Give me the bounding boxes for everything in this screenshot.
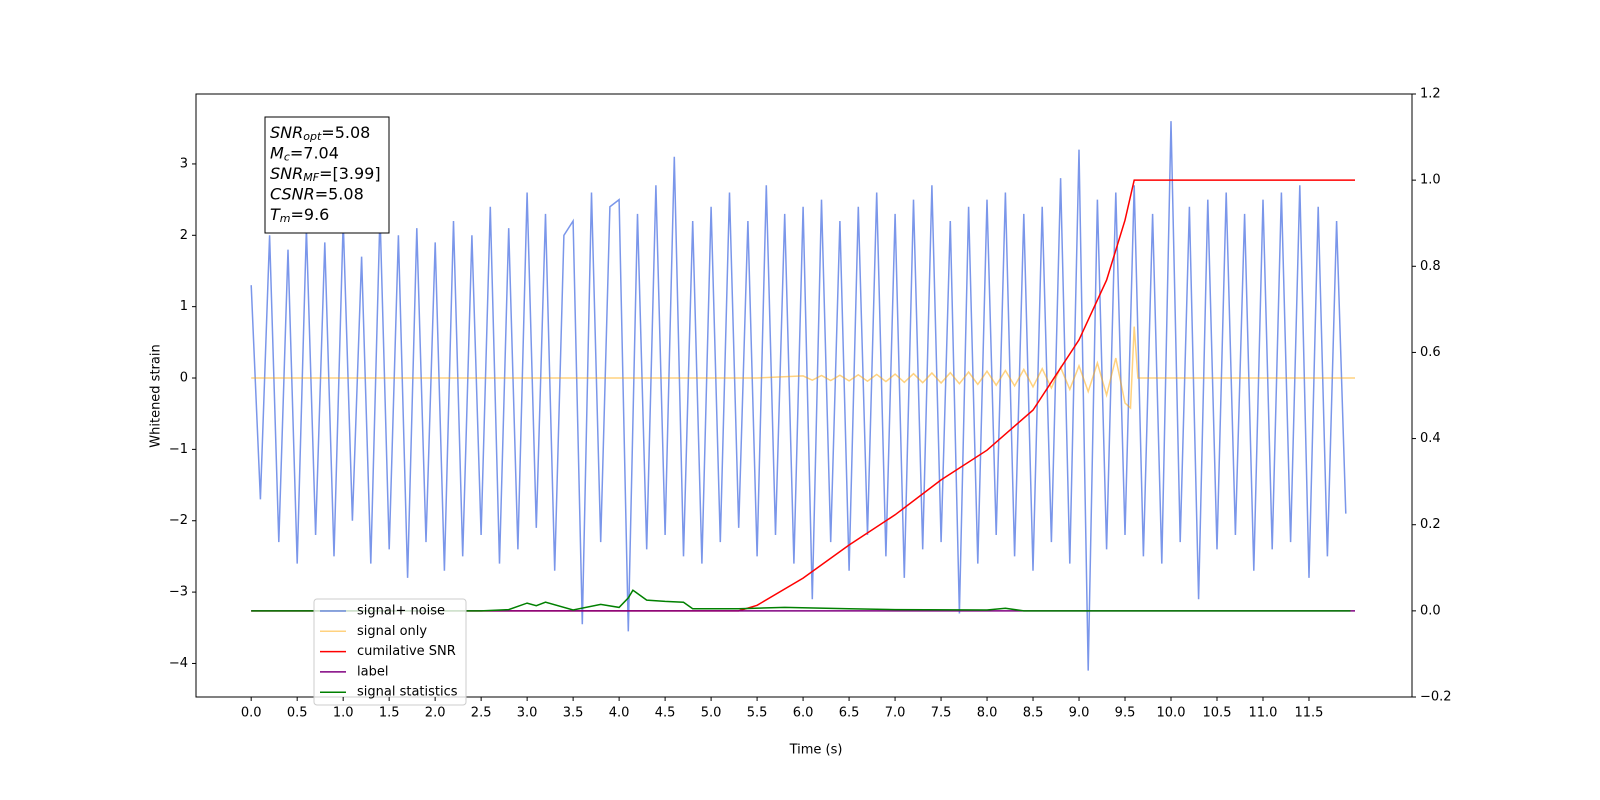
x-tick-label: 4.5 <box>655 706 676 721</box>
annotation-line: CSNR=5.08 <box>270 184 364 203</box>
x-tick-label: 0.0 <box>241 706 262 721</box>
annotation-symbol: SNR <box>270 123 303 142</box>
x-tick-label: 11.0 <box>1249 706 1278 721</box>
annotation-value: =[3.99] <box>319 164 381 183</box>
annotation-subscript: MF <box>303 171 319 184</box>
x-tick-label: 0.5 <box>287 706 308 721</box>
annotation-subscript: opt <box>303 130 322 143</box>
x-tick-label: 1.5 <box>379 706 400 721</box>
y2-tick-label: 0.4 <box>1420 431 1441 446</box>
x-tick-label: 10.5 <box>1203 706 1232 721</box>
y-tick-label: −3 <box>169 585 188 600</box>
annotation-value: =5.08 <box>321 123 370 142</box>
x-tick-label: 1.0 <box>333 706 354 721</box>
y-axis-label: Whitened strain <box>149 344 164 447</box>
annotation-line: SNRMF=[3.99] <box>270 164 381 185</box>
x-tick-label: 4.0 <box>609 706 630 721</box>
y-tick-label: 1 <box>180 299 188 314</box>
annotation-symbol: SNR <box>270 164 303 183</box>
x-tick-label: 3.0 <box>517 706 538 721</box>
x-tick-label: 5.5 <box>747 706 768 721</box>
x-tick-label: 2.5 <box>471 706 492 721</box>
x-tick-label: 7.0 <box>885 706 906 721</box>
annotation-box: SNRopt=5.08Mc=7.04SNRMF=[3.99]CSNR=5.08T… <box>264 116 390 234</box>
legend-label: signal+ noise <box>357 604 445 619</box>
x-tick-label: 7.5 <box>931 706 952 721</box>
y2-tick-label: 1.0 <box>1420 173 1441 188</box>
annotation-line: Mc=7.04 <box>270 143 339 164</box>
x-axis-label: Time (s) <box>789 743 843 758</box>
annotation-line: Tm=9.6 <box>270 205 329 226</box>
y-tick-label: 3 <box>180 156 188 171</box>
y2-tick-label: 0.8 <box>1420 259 1441 274</box>
axes-frame <box>195 93 1413 698</box>
y-tick-label: −4 <box>169 656 188 671</box>
x-tick-label: 5.0 <box>701 706 722 721</box>
annotation-line: SNRopt=5.08 <box>270 123 370 144</box>
x-tick-label: 2.0 <box>425 706 446 721</box>
series-line <box>250 121 1347 671</box>
annotation-value: =5.08 <box>315 184 364 203</box>
x-tick-label: 11.5 <box>1295 706 1324 721</box>
annotation-subscript: m <box>280 212 291 225</box>
y2-tick-label: 0.2 <box>1420 517 1441 532</box>
annotation-symbol: M <box>270 143 284 162</box>
annotation-symbol: CSNR <box>270 184 315 203</box>
legend-label: signal statistics <box>357 685 458 700</box>
y-tick-label: −1 <box>169 442 188 457</box>
annotation-value: =7.04 <box>290 143 339 162</box>
series-line <box>251 179 1355 612</box>
y2-tick-label: −0.2 <box>1420 690 1452 705</box>
x-tick-label: 8.5 <box>1023 706 1044 721</box>
x-tick-label: 10.0 <box>1157 706 1186 721</box>
y-tick-label: 2 <box>180 228 188 243</box>
y2-tick-label: 1.2 <box>1420 87 1441 102</box>
annotation-symbol: T <box>270 205 281 224</box>
x-tick-label: 6.5 <box>839 706 860 721</box>
x-tick-label: 6.0 <box>793 706 814 721</box>
series-line <box>251 326 1355 410</box>
legend-label: cumilative SNR <box>357 644 456 659</box>
y2-tick-label: 0.6 <box>1420 345 1441 360</box>
y-tick-label: 0 <box>180 371 188 386</box>
legend-frame <box>313 598 467 706</box>
x-tick-label: 9.0 <box>1069 706 1090 721</box>
legend: signal+ noise signal only cumilative SNR la… <box>313 598 467 706</box>
legend-label: label <box>357 664 388 679</box>
legend-label: signal only <box>357 624 427 639</box>
y-tick-label: −2 <box>169 513 188 528</box>
x-tick-label: 9.5 <box>1115 706 1136 721</box>
y2-tick-label: 0.0 <box>1420 603 1441 618</box>
x-tick-label: 3.5 <box>563 706 584 721</box>
annotation-frame <box>264 116 390 234</box>
annotation-value: =9.6 <box>291 205 330 224</box>
x-tick-label: 8.0 <box>977 706 998 721</box>
annotation-subscript: c <box>284 151 290 164</box>
series-line <box>251 589 1351 612</box>
